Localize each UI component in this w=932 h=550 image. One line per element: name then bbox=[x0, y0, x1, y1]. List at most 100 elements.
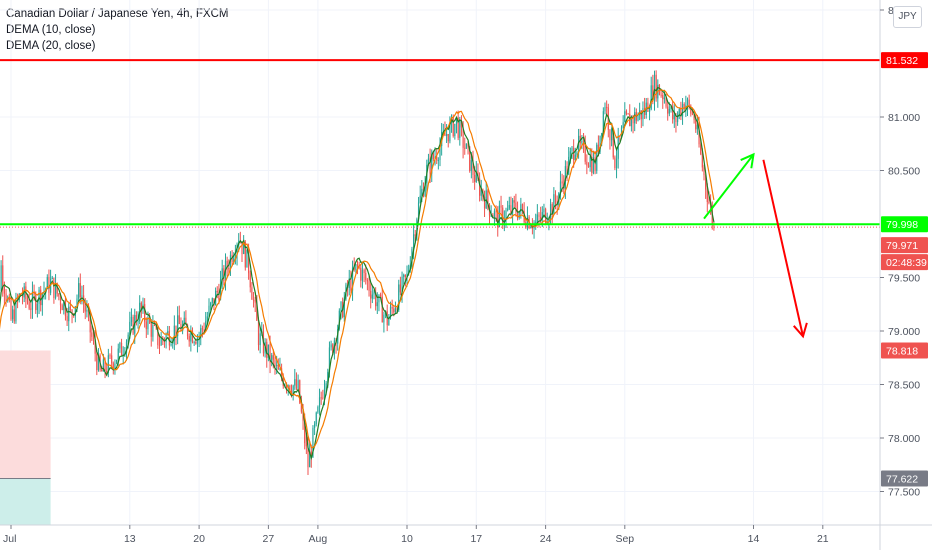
candle-up bbox=[343, 298, 345, 318]
candle-down bbox=[188, 336, 190, 342]
candle-up bbox=[97, 355, 100, 371]
candle-up bbox=[376, 302, 378, 307]
candle-down bbox=[251, 287, 253, 300]
candle-down bbox=[218, 292, 220, 300]
candle-up bbox=[355, 264, 357, 270]
candle-down bbox=[510, 205, 512, 214]
candle-down bbox=[249, 273, 251, 288]
candle-down bbox=[705, 175, 707, 190]
candle-down bbox=[109, 355, 111, 357]
candle-down bbox=[587, 165, 590, 168]
candle-up bbox=[431, 153, 433, 174]
candle-up bbox=[535, 221, 537, 223]
price-tick-label: 78.500 bbox=[888, 380, 920, 392]
time-tick-label: 13 bbox=[124, 533, 136, 545]
currency-button[interactable]: JPY bbox=[893, 6, 922, 28]
candle-up bbox=[642, 108, 644, 120]
horizontal-lines[interactable] bbox=[0, 59, 880, 228]
time-tick-label: 14 bbox=[748, 533, 760, 545]
candle-down bbox=[675, 114, 677, 122]
candle-down bbox=[26, 298, 29, 302]
candle-down bbox=[680, 108, 682, 117]
candle-down bbox=[365, 272, 367, 281]
candle-up bbox=[340, 302, 342, 311]
candle-up bbox=[125, 341, 128, 353]
candle-down bbox=[30, 308, 32, 310]
candle-down bbox=[462, 127, 464, 148]
candle-down bbox=[150, 323, 152, 337]
candle-up bbox=[449, 123, 451, 142]
candle-up bbox=[323, 388, 326, 399]
candle-up bbox=[117, 348, 119, 360]
candle-up bbox=[114, 363, 116, 370]
candle-down bbox=[157, 327, 159, 346]
candle-down bbox=[591, 157, 593, 173]
candle-down bbox=[573, 147, 575, 161]
candle-up bbox=[536, 214, 538, 222]
candle-down bbox=[310, 451, 312, 458]
candle-up bbox=[490, 215, 492, 217]
price-tick-label: 79.000 bbox=[888, 326, 920, 338]
candle-down bbox=[350, 278, 352, 291]
candle-down bbox=[584, 142, 586, 162]
candle-down bbox=[467, 143, 469, 147]
candle-up bbox=[130, 316, 133, 322]
candle-down bbox=[487, 190, 489, 204]
candle-down bbox=[132, 316, 134, 334]
candle-down bbox=[33, 291, 35, 295]
candle-down bbox=[79, 283, 81, 298]
candle-up bbox=[327, 372, 329, 384]
candle-up bbox=[624, 111, 626, 123]
candle-down bbox=[516, 211, 519, 218]
candle-down bbox=[479, 178, 481, 196]
time-tick-label: 10 bbox=[401, 533, 413, 545]
candle-down bbox=[320, 397, 322, 399]
price-tick-label: 80.500 bbox=[888, 166, 920, 178]
candle-up bbox=[663, 97, 665, 100]
candle-up bbox=[78, 283, 80, 299]
candle-down bbox=[89, 312, 91, 333]
candle-down bbox=[91, 332, 93, 337]
candle-up bbox=[210, 302, 212, 306]
candle-down bbox=[436, 156, 438, 161]
legend-dema10: DEMA (10, close) bbox=[6, 24, 96, 36]
candle-down bbox=[500, 205, 502, 208]
candle-up bbox=[548, 218, 550, 223]
candle-down bbox=[502, 207, 504, 224]
candle-up bbox=[437, 159, 439, 161]
candle-down bbox=[112, 363, 114, 370]
candle-down bbox=[582, 140, 585, 143]
candle-up bbox=[221, 268, 223, 280]
candle-down bbox=[175, 325, 177, 337]
candle-up bbox=[315, 412, 317, 425]
candle-down bbox=[201, 328, 203, 330]
candle-down bbox=[363, 269, 365, 273]
candle-down bbox=[35, 294, 37, 311]
candle-up bbox=[668, 108, 670, 114]
candle-up bbox=[119, 342, 121, 349]
candle-down bbox=[632, 116, 634, 124]
legend-dema20: DEMA (20, close) bbox=[6, 40, 96, 52]
candle-down bbox=[180, 323, 182, 332]
candle-down bbox=[191, 331, 194, 343]
resistance-price-tag bbox=[881, 52, 928, 69]
candle-up bbox=[686, 99, 689, 106]
chart-legend: Canadian Dollar / Japanese Yen, 4h, FXCM… bbox=[6, 6, 228, 54]
candle-up bbox=[398, 284, 400, 311]
candle-up bbox=[81, 295, 83, 298]
price-tick-label: 79.500 bbox=[888, 273, 920, 285]
candle-up bbox=[378, 294, 380, 303]
candle-down bbox=[28, 301, 30, 309]
projection-arrows[interactable] bbox=[703, 152, 808, 339]
candle-up bbox=[470, 160, 472, 171]
candle-up bbox=[677, 115, 679, 122]
candle-down bbox=[706, 189, 708, 202]
candle-up bbox=[480, 189, 482, 196]
candle-down bbox=[168, 331, 170, 346]
candle-down bbox=[660, 94, 662, 96]
candle-up bbox=[170, 344, 172, 346]
candle-down bbox=[48, 277, 50, 293]
candle-down bbox=[444, 132, 446, 136]
